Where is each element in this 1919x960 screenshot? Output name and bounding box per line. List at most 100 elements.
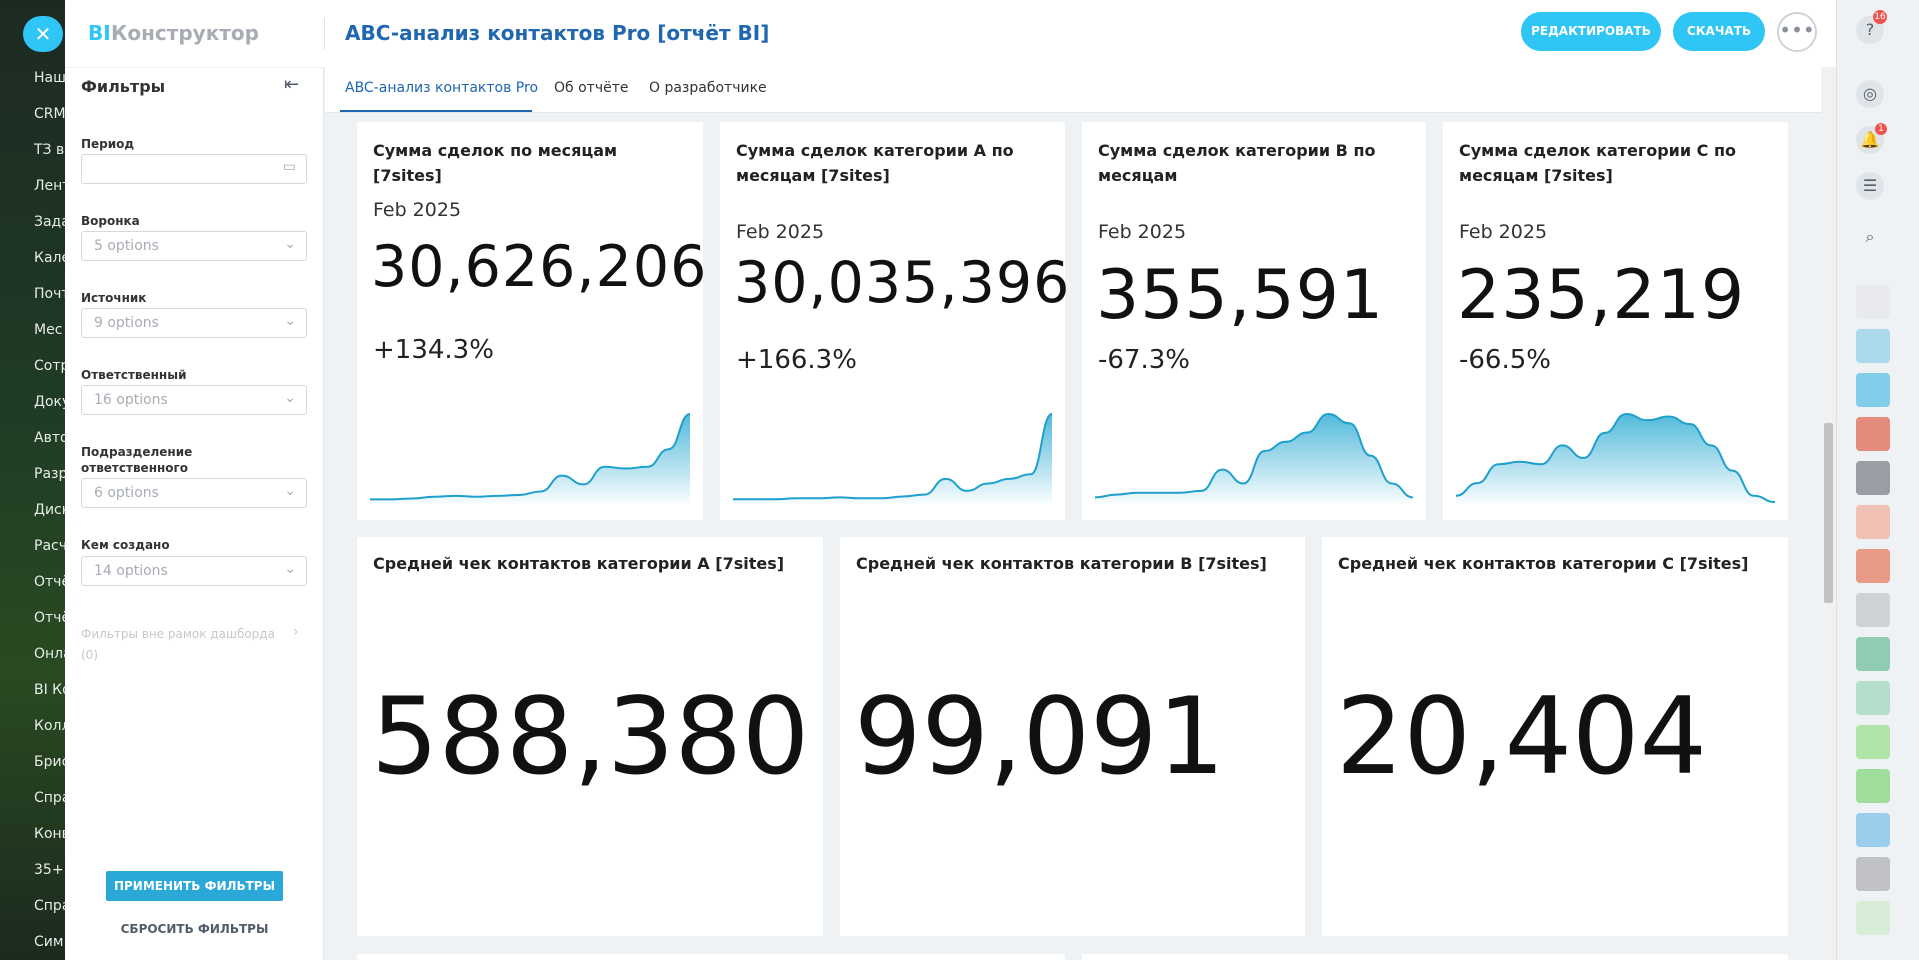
filter-value: 14 options (94, 563, 168, 579)
nav-item[interactable]: Лент (34, 178, 65, 194)
filter-field[interactable]: 6 options ⌄ (81, 478, 307, 508)
avatar[interactable] (1856, 681, 1890, 715)
nav-item[interactable]: Отчё (34, 610, 65, 626)
nav-item[interactable]: Онла (34, 646, 65, 662)
filter-field[interactable]: 16 options ⌄ (81, 385, 307, 415)
nav-item[interactable]: Наш (34, 70, 65, 86)
card-value: 20,404 (1336, 675, 1707, 798)
nav-item[interactable]: Колл (34, 718, 65, 734)
avatar[interactable] (1856, 329, 1890, 363)
nav-item[interactable]: Спра (34, 790, 65, 806)
sidebar-title: Фильтры (81, 77, 166, 96)
sparkline-line (733, 413, 1052, 501)
nav-item[interactable]: Разр (34, 466, 65, 482)
card-title: Средней чек контактов категории B [7site… (856, 554, 1267, 573)
right-icon[interactable]: ⌕ (1865, 227, 1875, 246)
avg-card: Средней чек контактов категории C [7site… (1322, 537, 1788, 936)
avatar[interactable] (1856, 813, 1890, 847)
dropdown-icon: ⌄ (284, 390, 296, 406)
avatar[interactable] (1856, 725, 1890, 759)
nav-item[interactable]: ТЗ в (34, 142, 65, 158)
nav-item[interactable]: Зада (34, 214, 65, 230)
nav-item[interactable]: Расч (34, 538, 65, 554)
notif-badge: 1 (1875, 123, 1887, 135)
avatar[interactable] (1856, 593, 1890, 627)
nav-item[interactable]: CRM (34, 106, 65, 122)
filter-field[interactable]: ▭ (81, 154, 307, 184)
outside-count: (0) (81, 648, 98, 662)
avatar[interactable] (1856, 769, 1890, 803)
sparkline (1456, 412, 1775, 504)
nav-item[interactable]: Брис (34, 754, 65, 770)
avatar[interactable] (1856, 417, 1890, 451)
scroll-thumb[interactable] (1824, 423, 1833, 603)
nav-item[interactable]: Кале (34, 250, 65, 266)
tab-underline (340, 110, 532, 112)
tab[interactable]: ABC-анализ контактов Pro (345, 80, 539, 96)
right-icon[interactable]: ◎ (1856, 80, 1884, 108)
filter-label: Воронка (81, 214, 140, 228)
sparkline-area (733, 414, 1052, 504)
divider (324, 18, 325, 50)
kpi-card: Сумма сделок категории A по месяцам [7si… (720, 122, 1069, 520)
card-period: Feb 2025 (373, 199, 462, 221)
sparkline (733, 413, 1052, 504)
dropdown-icon: ⌄ (284, 483, 296, 499)
avatar[interactable] (1856, 901, 1890, 935)
filter-value: 16 options (94, 392, 168, 408)
edit-button[interactable]: РЕДАКТИРОВАТЬ (1521, 12, 1661, 51)
collapse-icon[interactable]: ⇤ (284, 74, 300, 95)
nav-item[interactable]: Доку (34, 394, 65, 410)
card-title: Средней чек контактов категории A [7site… (373, 554, 785, 573)
nav-item[interactable]: Почт (34, 286, 65, 302)
nav-item[interactable]: Сим (34, 934, 64, 950)
filter-field[interactable]: 5 options ⌄ (81, 231, 307, 261)
avatar[interactable] (1856, 637, 1890, 671)
nav-item[interactable]: 35+ (34, 862, 64, 878)
card-period: Feb 2025 (736, 221, 825, 243)
nav-item[interactable]: Авто (34, 430, 65, 446)
nav-item[interactable]: Сотр (34, 358, 65, 374)
filter-label: Подразделение ответственного (81, 445, 193, 475)
nav-item[interactable]: Конв (34, 826, 65, 842)
kpi-card: Сумма сделок по месяцам [7sites] Feb 2025… (357, 122, 706, 520)
filter-field[interactable]: 9 options ⌄ (81, 308, 307, 338)
outside-arrow: › (293, 624, 299, 640)
avatar[interactable] (1856, 285, 1890, 319)
avatar[interactable] (1856, 549, 1890, 583)
filter-label: Период (81, 137, 135, 151)
right-icon[interactable]: ? (1856, 16, 1884, 44)
tab-bar (325, 67, 1821, 113)
close-button[interactable]: ✕ (23, 16, 63, 52)
download-button[interactable]: СКАЧАТЬ (1673, 12, 1765, 51)
avatar[interactable] (1856, 505, 1890, 539)
outside-filters[interactable]: Фильтры вне рамок дашборда (81, 627, 275, 641)
filter-label: Кем создано (81, 538, 170, 552)
avatar[interactable] (1856, 373, 1890, 407)
report-title[interactable]: ABC-анализ контактов Pro [отчёт BI] (345, 21, 770, 45)
nav-item[interactable]: Диск (34, 502, 65, 518)
card-value: 30,626,206 (371, 234, 708, 300)
dropdown-icon: ⌄ (284, 561, 296, 577)
more-button[interactable]: ••• (1777, 12, 1817, 52)
filter-value: 9 options (94, 315, 159, 331)
right-icon[interactable]: ☰ (1856, 172, 1884, 200)
kpi-card: Сумма сделок категории C по месяцам [7si… (1443, 122, 1788, 520)
filter-field[interactable]: 14 options ⌄ (81, 556, 307, 586)
card-title: Сумма сделок категории C по месяцам [7si… (1459, 141, 1737, 185)
apply-button[interactable]: ПРИМЕНИТЬ ФИЛЬТРЫ (106, 871, 283, 901)
reset-button[interactable]: СБРОСИТЬ ФИЛЬТРЫ (120, 922, 269, 936)
filter-label: Источник (81, 291, 147, 305)
filter-value: 5 options (94, 238, 159, 254)
card-partial (1082, 954, 1788, 960)
avatar[interactable] (1856, 857, 1890, 891)
nav-item[interactable]: Мес (34, 322, 63, 338)
tab[interactable]: Об отчёте (554, 80, 629, 96)
nav-item[interactable]: BI Ко (34, 682, 65, 698)
avatar[interactable] (1856, 461, 1890, 495)
tab[interactable]: О разработчике (649, 80, 767, 96)
nav-item[interactable]: Отчё (34, 574, 65, 590)
nav-item[interactable]: Спра (34, 898, 65, 914)
